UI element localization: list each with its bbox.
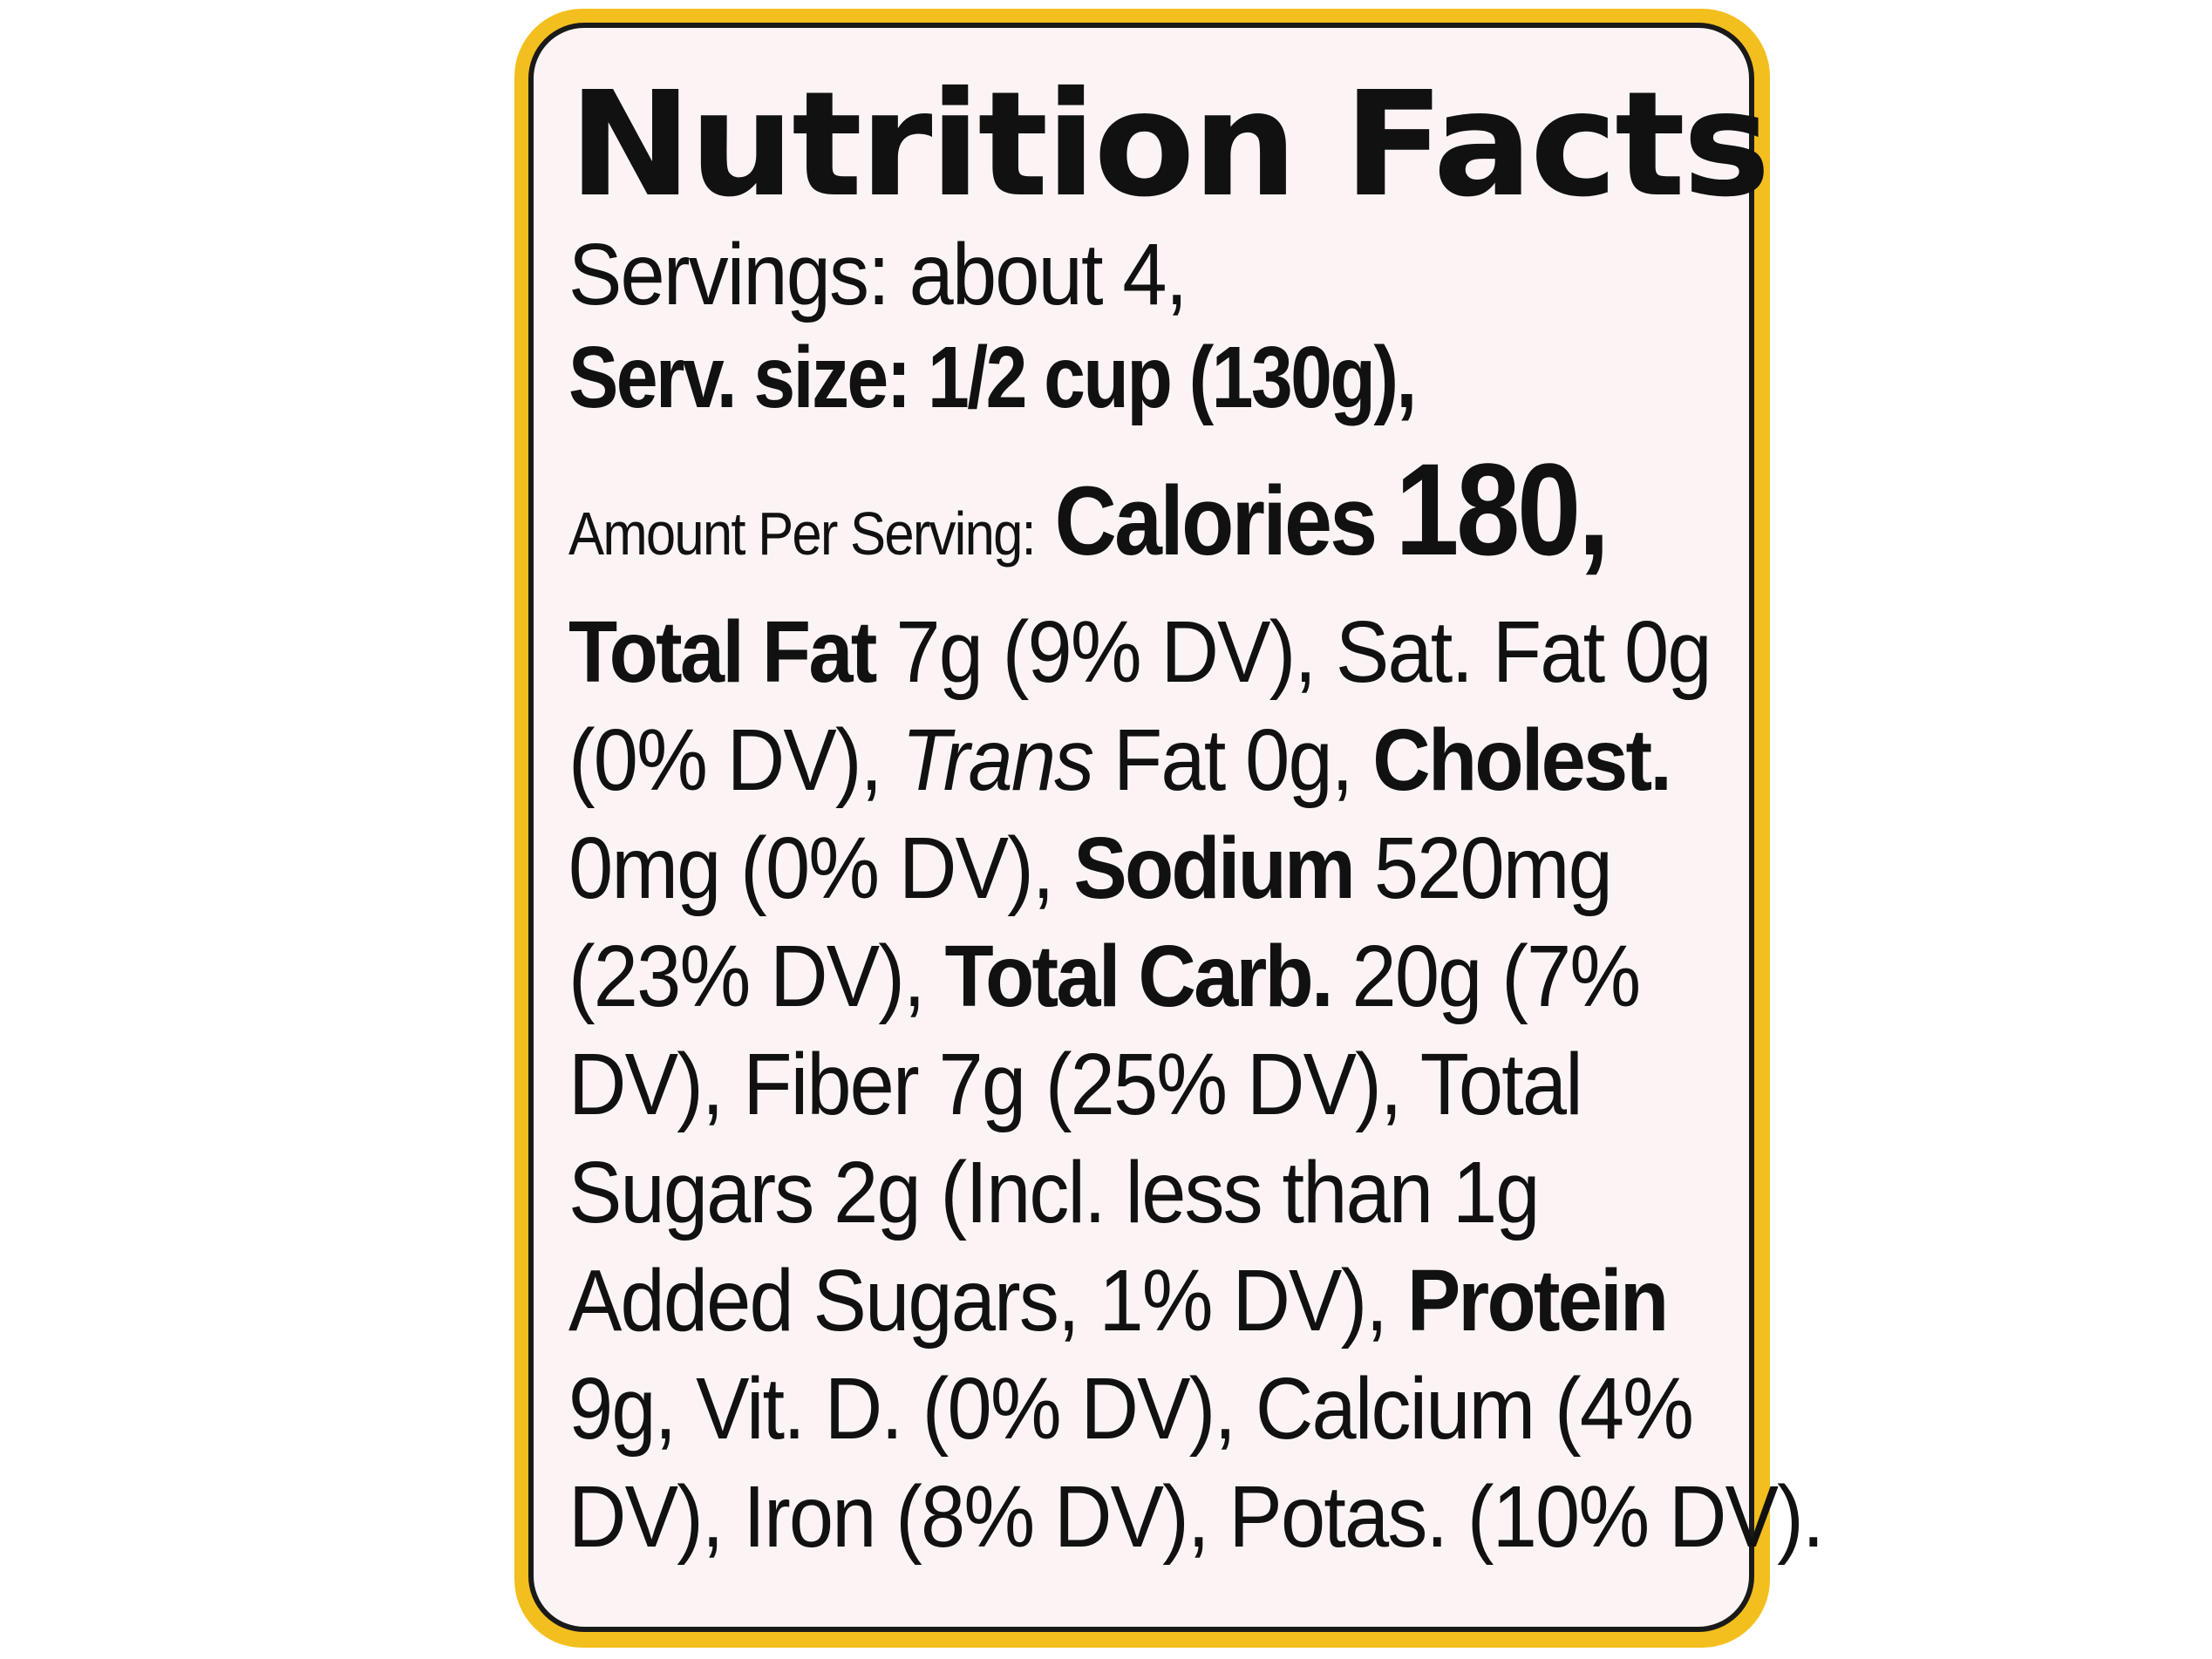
- calories-line: Amount Per Serving: Calories 180,: [568, 444, 1610, 598]
- cholesterol-label: Cholest.: [1372, 711, 1672, 809]
- nutrient-text: 520mg: [1353, 819, 1613, 917]
- nutrient-text: Added Sugars, 1% DV),: [568, 1252, 1407, 1350]
- amount-per-serving-label: Amount Per Serving:: [568, 500, 1037, 568]
- sodium-label: Sodium: [1073, 819, 1356, 917]
- nutrient-text: 20g (7%: [1331, 928, 1642, 1025]
- nutrient-line: DV), Fiber 7g (25% DV), Total: [568, 1036, 1583, 1133]
- nutrient-text: 7g (9% DV), Sat. Fat 0g: [875, 603, 1712, 701]
- nutrient-line: Sugars 2g (Incl. less than 1g: [568, 1144, 1540, 1241]
- calories-value: 180,: [1395, 436, 1610, 582]
- nutrition-label-panel: Nutrition Facts Servings: about 4, Serv.…: [528, 23, 1825, 1632]
- nutrient-line: 9g, Vit. D. (0% DV), Calcium (4%: [568, 1360, 1694, 1458]
- total-fat-label: Total Fat: [568, 603, 877, 701]
- nutrient-text: (23% DV),: [568, 928, 945, 1025]
- label-title: Nutrition Facts: [568, 61, 1771, 229]
- nutrient-text: Fat 0g,: [1092, 711, 1373, 809]
- nutrient-text: 0mg (0% DV),: [568, 819, 1074, 917]
- nutrient-line: Total Fat 7g (9% DV), Sat. Fat 0g: [568, 598, 1712, 706]
- trans-label: Trans: [902, 711, 1094, 809]
- nutrient-text: (0% DV),: [568, 711, 902, 809]
- nutrient-line: (0% DV), Trans Fat 0g, Cholest.: [568, 706, 1672, 814]
- nutrient-line: (23% DV), Total Carb. 20g (7%: [568, 922, 1641, 1030]
- nutrient-line: DV), Iron (8% DV), Potas. (10% DV).: [568, 1468, 1825, 1566]
- nutrient-line: Added Sugars, 1% DV), Protein: [568, 1247, 1669, 1355]
- nutrition-label-frame: Nutrition Facts Servings: about 4, Serv.…: [514, 9, 1825, 1648]
- total-carb-label: Total Carb.: [944, 928, 1333, 1025]
- calories-label: Calories: [1054, 466, 1378, 575]
- servings-line: Servings: about 4,: [568, 226, 1188, 323]
- protein-label: Protein: [1406, 1252, 1669, 1350]
- nutrient-text-block: Total Fat 7g (9% DV), Sat. Fat 0g (0% DV…: [568, 598, 1825, 1571]
- nutrient-line: 0mg (0% DV), Sodium 520mg: [568, 814, 1623, 922]
- serving-size-line: Serv. size: 1/2 cup (130g),: [568, 329, 1417, 426]
